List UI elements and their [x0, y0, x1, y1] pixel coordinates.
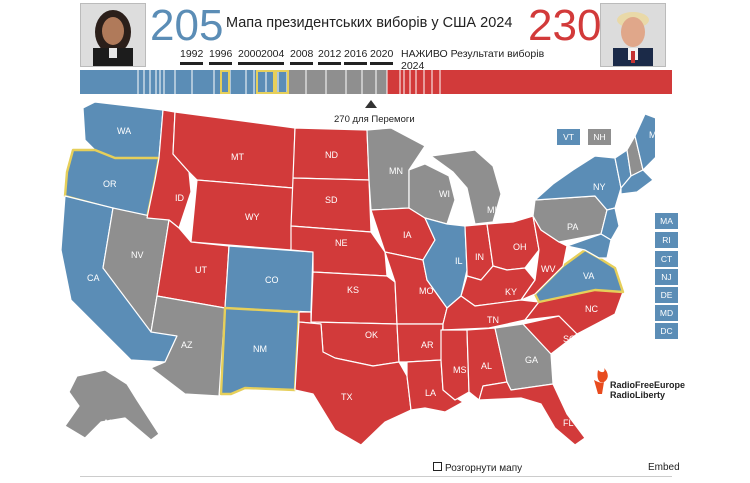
tally-dem-segment — [80, 70, 287, 94]
year-2008[interactable]: 2008 — [290, 48, 314, 65]
state-WY[interactable] — [190, 179, 294, 251]
box-NH-label: NH — [593, 132, 606, 142]
threshold-marker — [365, 100, 377, 108]
checkbox-icon[interactable] — [433, 462, 442, 471]
year-selector: 1992 1996 2000 2004 2008 2012 2016 2020 — [0, 48, 750, 65]
state-AR[interactable] — [396, 323, 444, 363]
year-2020[interactable]: 2020 — [370, 48, 394, 65]
year-1992[interactable]: 1992 — [180, 48, 204, 65]
state-FL[interactable] — [478, 381, 586, 445]
candidate-right-portrait — [600, 3, 666, 67]
expand-map-label: Розгорнути мапу — [445, 463, 523, 474]
logo-line-2: RadioLiberty — [610, 390, 666, 400]
year-2000[interactable]: 2000 — [238, 48, 262, 65]
year-2004[interactable]: 2004 — [261, 48, 285, 65]
box-VT[interactable]: VT — [556, 128, 581, 146]
state-CO[interactable] — [224, 245, 314, 313]
state-NM[interactable] — [219, 306, 301, 396]
box-RI-label: RI — [662, 235, 671, 245]
logo-line-1: RadioFreeEurope — [610, 380, 686, 390]
right-electoral-score: 230 — [528, 1, 602, 50]
state-OH[interactable] — [486, 215, 540, 271]
box-RI[interactable]: RI — [654, 231, 679, 249]
embed-button[interactable]: Embed — [648, 462, 680, 473]
footer-divider — [80, 476, 672, 477]
tally-rep-segment — [387, 70, 672, 94]
box-CT-label: CT — [660, 254, 673, 264]
electoral-tally-bar — [80, 70, 672, 94]
state-SD[interactable] — [290, 177, 372, 233]
state-MD-area[interactable] — [566, 233, 612, 259]
box-CT[interactable]: CT — [654, 250, 679, 268]
rferl-logo: RadioFreeEurope RadioLiberty — [592, 366, 702, 400]
box-MD[interactable]: MD — [654, 304, 679, 322]
state-VA[interactable] — [533, 248, 625, 304]
us-electoral-map: WA OR CA NV ID MT WY UT CO AZ NM ND SD N… — [60, 101, 655, 445]
state-NJ[interactable] — [600, 207, 620, 241]
threshold-label: 270 для Перемоги — [334, 114, 415, 125]
box-DE-label: DE — [660, 290, 673, 300]
box-DC-label: DC — [660, 326, 673, 336]
state-TN[interactable] — [442, 295, 540, 331]
state-AK[interactable] — [64, 369, 160, 441]
box-VT-label: VT — [563, 132, 574, 142]
box-DE[interactable]: DE — [654, 286, 679, 304]
state-MS[interactable] — [440, 329, 470, 401]
state-MT[interactable] — [172, 111, 296, 189]
year-1996[interactable]: 1996 — [209, 48, 233, 65]
candidate-left-portrait — [80, 3, 146, 67]
box-NJ[interactable]: NJ — [654, 268, 679, 286]
left-electoral-score: 205 — [150, 1, 224, 50]
box-MA[interactable]: MA — [654, 212, 679, 230]
year-2012[interactable]: 2012 — [318, 48, 342, 65]
tally-undecided-segment — [287, 70, 387, 94]
box-NJ-label: NJ — [661, 272, 672, 282]
year-2016[interactable]: 2016 — [344, 48, 368, 65]
box-DC[interactable]: DC — [654, 322, 679, 340]
map-footer: Розгорнути мапу Embed — [0, 462, 750, 480]
state-KS[interactable] — [310, 271, 398, 325]
state-ND[interactable] — [292, 127, 370, 181]
box-MD-label: MD — [659, 308, 674, 318]
expand-map-toggle[interactable]: Розгорнути мапу — [433, 462, 522, 474]
torch-icon — [594, 368, 608, 394]
state-WI[interactable] — [408, 163, 456, 225]
box-NH[interactable]: NH — [587, 128, 612, 146]
box-MA-label: MA — [660, 216, 673, 226]
state-MI[interactable] — [430, 149, 502, 225]
state-MA-area[interactable] — [620, 169, 654, 195]
map-title: Мапа президентських виборів у США 2024 — [226, 15, 513, 31]
